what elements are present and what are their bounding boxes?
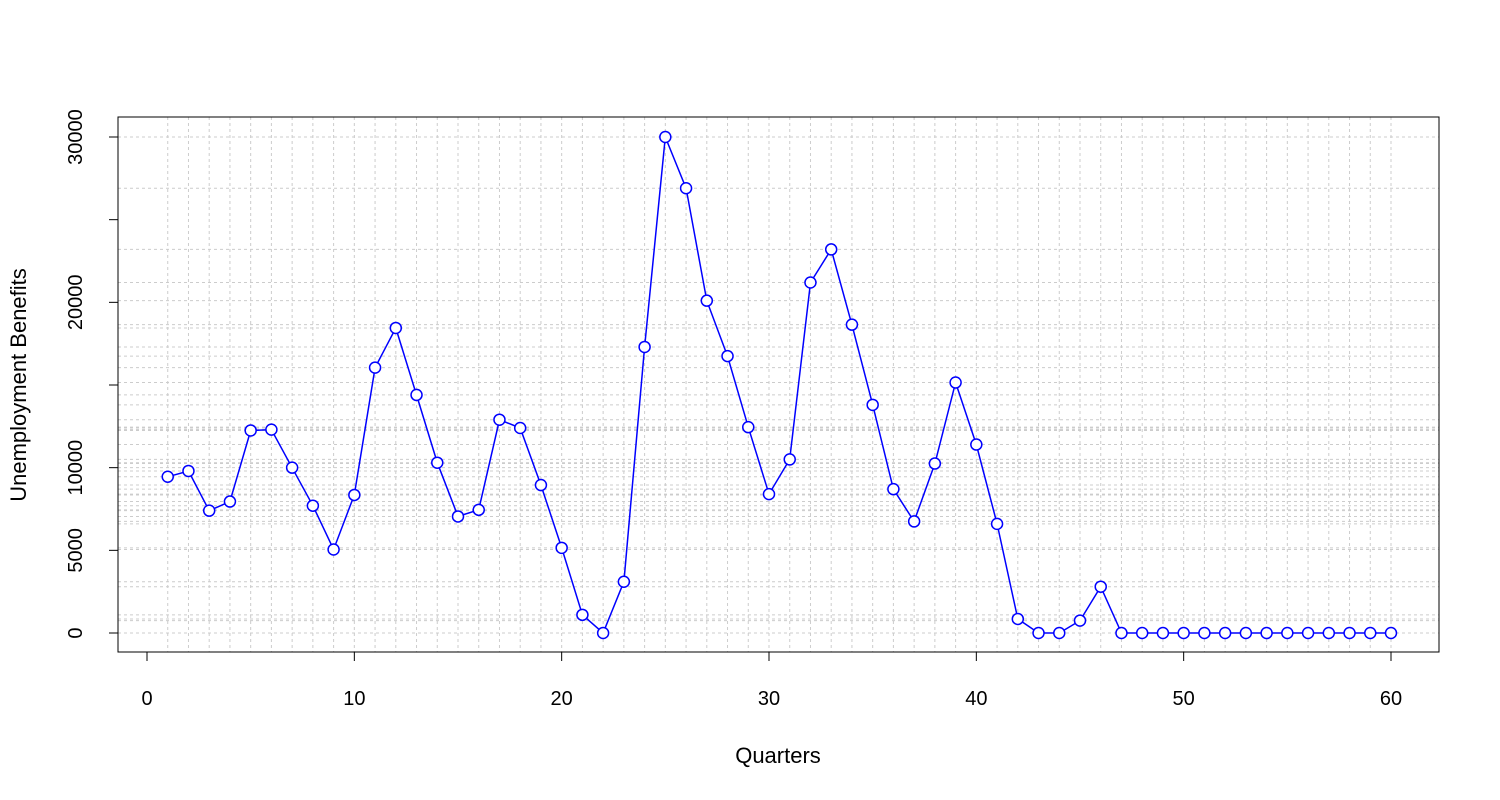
series-line [167, 136, 1391, 635]
data-point [1094, 580, 1107, 593]
data-point [306, 499, 320, 512]
y-tick-label: 30000 [65, 109, 87, 165]
plot-frame [117, 116, 1440, 653]
data-point [244, 424, 257, 437]
data-point [721, 349, 734, 363]
data-point [596, 626, 610, 640]
data-point [1260, 626, 1273, 640]
data-point [285, 461, 299, 474]
y-axis-title: Unemployment Benefits [6, 268, 31, 502]
data-point [783, 453, 796, 466]
data-point [431, 456, 444, 469]
data-point [368, 361, 382, 374]
y-tick-label: 10000 [65, 440, 87, 496]
data-point [638, 340, 651, 354]
data-point [472, 503, 485, 517]
y-tick-label: 5000 [65, 528, 87, 573]
data-point [804, 276, 817, 289]
data-point [679, 182, 693, 195]
data-point [161, 470, 174, 484]
data-point [617, 575, 631, 588]
data-point [1239, 626, 1253, 640]
data-point [659, 130, 672, 144]
data-point [1343, 626, 1356, 640]
data-point [1322, 626, 1336, 640]
data-point [348, 488, 361, 502]
data-point [555, 541, 568, 555]
data-point [742, 420, 755, 434]
data-point [824, 243, 838, 256]
data-point [513, 421, 527, 435]
data-point [265, 423, 278, 436]
data-point [223, 495, 237, 508]
x-axis: 0 10 20 30 40 50 60 [141, 651, 1402, 710]
horizontal-gridlines [118, 136, 1439, 634]
data-point [1156, 626, 1170, 640]
data-point [182, 464, 195, 478]
y-tick-label: 0 [65, 627, 87, 638]
data-point [1073, 614, 1087, 627]
x-tick-label: 40 [965, 688, 987, 710]
data-point [887, 482, 900, 496]
data-point [1177, 626, 1190, 640]
x-axis-title: Quarters [735, 743, 821, 768]
x-tick-label: 30 [758, 688, 780, 710]
x-tick-label: 60 [1380, 688, 1402, 710]
data-point [1281, 626, 1294, 640]
data-point [700, 294, 714, 307]
data-point [327, 543, 340, 556]
x-tick-label: 0 [141, 688, 152, 710]
data-point [907, 515, 921, 528]
data-point [990, 517, 1004, 531]
data-points [161, 130, 1398, 640]
data-point [928, 457, 942, 470]
series-line-group [167, 136, 1391, 635]
x-tick-label: 50 [1173, 688, 1195, 710]
data-point [451, 510, 465, 523]
data-point [1301, 626, 1315, 640]
y-tick-label: 20000 [65, 275, 87, 331]
data-point [845, 318, 859, 331]
data-point [1032, 626, 1045, 640]
data-point [576, 608, 589, 622]
x-tick-label: 20 [551, 688, 573, 710]
data-point [410, 388, 423, 402]
data-point [389, 321, 403, 335]
data-point [1364, 626, 1377, 640]
data-point [1115, 626, 1128, 640]
data-point [1384, 626, 1398, 640]
data-point [493, 413, 506, 426]
data-point [202, 504, 216, 517]
data-point [866, 398, 879, 412]
vertical-gridlines [167, 117, 1392, 652]
data-point [1198, 626, 1211, 640]
y-axis: 0 5000 10000 20000 30000 [65, 109, 119, 639]
data-point [1053, 626, 1066, 640]
data-point [534, 478, 548, 492]
data-point [1135, 626, 1149, 640]
x-tick-label: 10 [343, 688, 365, 710]
data-point [1218, 626, 1232, 640]
data-point [970, 438, 983, 451]
data-point [762, 487, 776, 501]
data-point [1011, 612, 1025, 626]
data-point [949, 376, 962, 389]
